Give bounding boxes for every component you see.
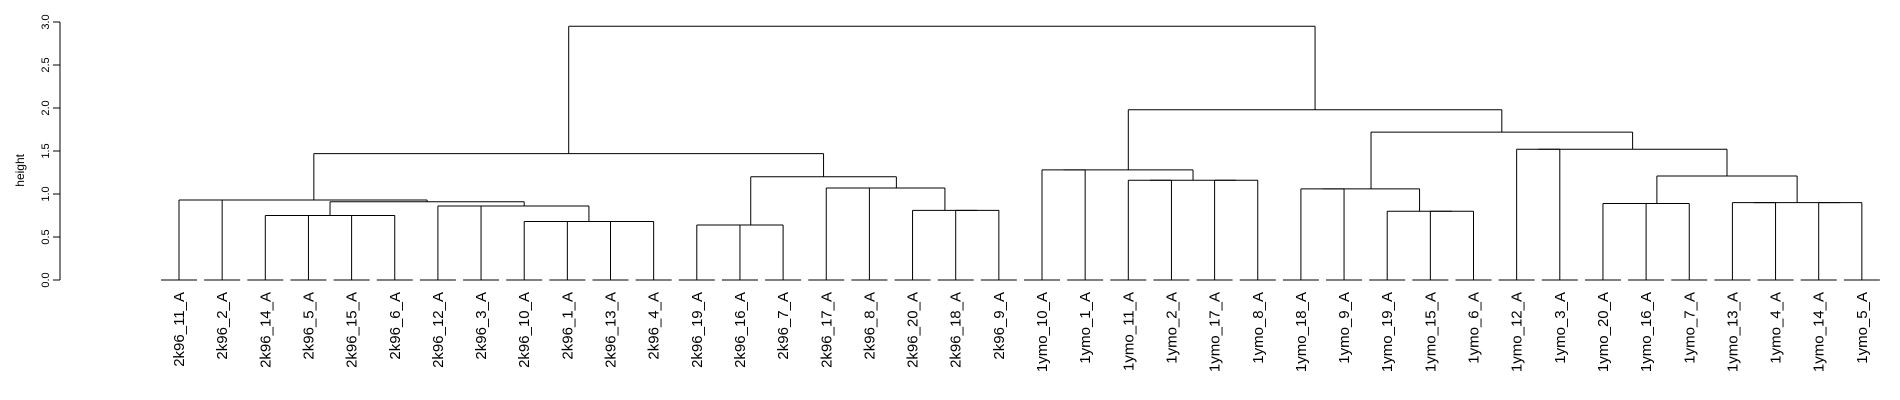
leaf-label: 1ymo_3_A — [1552, 292, 1569, 364]
leaf-label: 2k96_5_A — [300, 292, 317, 360]
leaf-label: 2k96_20_A — [905, 292, 922, 368]
leaf-label: 1ymo_11_A — [1120, 292, 1137, 371]
y-tick-label: 0.0 — [40, 272, 52, 287]
leaf-label: 2k96_8_A — [861, 292, 878, 360]
leaf-label: 2k96_2_A — [214, 292, 231, 360]
leaf-label: 2k96_12_A — [430, 292, 447, 368]
y-tick-label: 3.0 — [40, 14, 52, 29]
leaf-label: 2k96_17_A — [818, 292, 835, 368]
leaf-label: 2k96_19_A — [689, 292, 706, 368]
leaf-label: 1ymo_5_A — [1854, 292, 1871, 364]
leaf-label: 2k96_3_A — [473, 292, 490, 360]
y-axis-label: height — [13, 153, 27, 186]
leaf-label: 1ymo_17_A — [1207, 292, 1224, 372]
leaf-label: 1ymo_20_A — [1595, 292, 1612, 372]
leaf-label: 1ymo_10_A — [1034, 292, 1051, 372]
leaf-label: 1ymo_19_A — [1379, 292, 1396, 372]
y-tick-label: 1.0 — [40, 186, 52, 201]
leaf-label: 2k96_9_A — [991, 292, 1008, 360]
leaf-label: 1ymo_2_A — [1163, 292, 1180, 364]
leaf-label: 1ymo_4_A — [1768, 292, 1785, 364]
y-axis: 0.0 0.5 1.0 1.5 2.0 2.5 3.0 — [40, 14, 61, 288]
leaf-label: 1ymo_15_A — [1422, 292, 1439, 372]
leaf-label: 1ymo_1_A — [1077, 292, 1094, 364]
leaf-label: 1ymo_9_A — [1336, 292, 1353, 364]
leaf-label: 1ymo_7_A — [1681, 292, 1698, 364]
leaf-label: 1ymo_6_A — [1466, 292, 1483, 364]
branches — [161, 25, 1880, 281]
leaf-label: 2k96_4_A — [646, 292, 663, 360]
leaf-label: 1ymo_12_A — [1509, 292, 1526, 372]
leaf-label: 1ymo_8_A — [1250, 292, 1267, 364]
leaf-label: 1ymo_14_A — [1811, 292, 1828, 372]
leaf-label: 2k96_11_A — [171, 292, 188, 367]
leaf-label: 2k96_13_A — [603, 292, 620, 368]
leaf-label: 1ymo_16_A — [1638, 292, 1655, 372]
y-tick-label: 2.0 — [40, 100, 52, 115]
leaf-labels: 2k96_11_A 2k96_2_A 2k96_14_A 2k96_5_A 2k96_1… — [171, 292, 1871, 372]
y-tick-label: 1.5 — [40, 143, 52, 158]
leaf-label: 2k96_7_A — [775, 292, 792, 360]
leaf-label: 2k96_14_A — [257, 292, 274, 368]
leaf-label: 2k96_1_A — [559, 292, 576, 360]
leaf-label: 2k96_15_A — [344, 292, 361, 368]
leaf-label: 2k96_16_A — [732, 292, 749, 368]
leaf-label: 2k96_10_A — [516, 292, 533, 368]
leaf-label: 1ymo_18_A — [1293, 292, 1310, 372]
y-tick-label: 0.5 — [40, 229, 52, 244]
y-tick-label: 2.5 — [40, 57, 52, 72]
leaf-label: 1ymo_13_A — [1724, 292, 1741, 372]
leaf-label: 2k96_6_A — [387, 292, 404, 360]
leaf-label: 2k96_18_A — [948, 292, 965, 368]
